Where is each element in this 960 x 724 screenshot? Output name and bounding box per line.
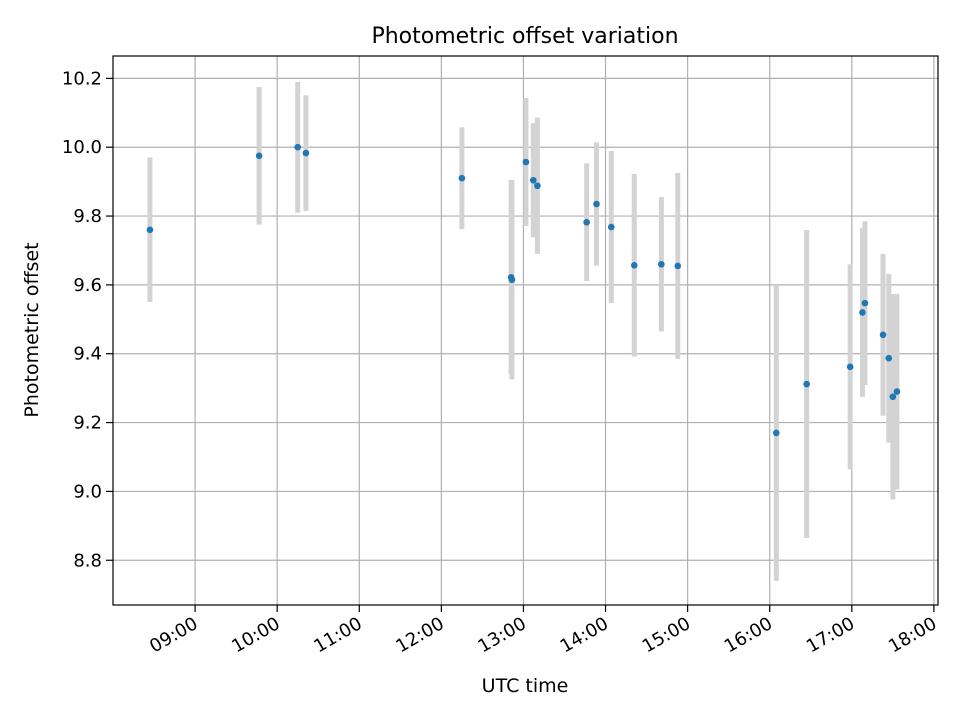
y-tick-label: 10.0 <box>62 137 102 158</box>
data-point <box>146 226 154 234</box>
data-point <box>508 276 516 284</box>
y-axis-label: Photometric offset <box>21 242 43 417</box>
y-tick-label: 9.0 <box>73 481 102 502</box>
data-point <box>458 174 466 182</box>
data-point <box>534 182 541 190</box>
chart-title: Photometric offset variation <box>371 24 678 49</box>
data-point <box>658 260 665 268</box>
data-point <box>889 393 897 401</box>
y-tick-label: 9.4 <box>73 344 102 365</box>
data-point <box>607 223 615 231</box>
data-point <box>803 380 810 388</box>
y-tick-label: 9.2 <box>73 413 102 434</box>
data-point <box>846 363 854 371</box>
data-point <box>529 176 537 184</box>
data-point <box>522 158 530 166</box>
data-point <box>674 262 682 270</box>
y-axis-ticks: 8.8 9.0 9.2 9.4 9.6 9.8 10.0 10.2 <box>62 68 113 571</box>
plot-area-frame <box>112 55 939 606</box>
data-point <box>772 429 780 437</box>
data-point <box>255 152 263 160</box>
data-point <box>593 200 600 208</box>
data-point <box>859 309 866 316</box>
data-point <box>302 149 310 157</box>
data-point <box>861 299 869 307</box>
data-point <box>879 331 887 339</box>
y-tick-label: 9.8 <box>73 206 102 227</box>
data-point <box>885 354 893 362</box>
data-point <box>893 388 901 395</box>
y-tick-label: 8.8 <box>73 550 102 571</box>
y-tick-label: 10.2 <box>62 68 102 89</box>
data-points <box>146 143 901 437</box>
data-point <box>583 218 590 226</box>
x-axis-label: UTC time <box>482 675 569 697</box>
data-point <box>630 261 638 269</box>
data-point <box>294 143 302 151</box>
y-tick-label: 9.6 <box>73 275 102 296</box>
